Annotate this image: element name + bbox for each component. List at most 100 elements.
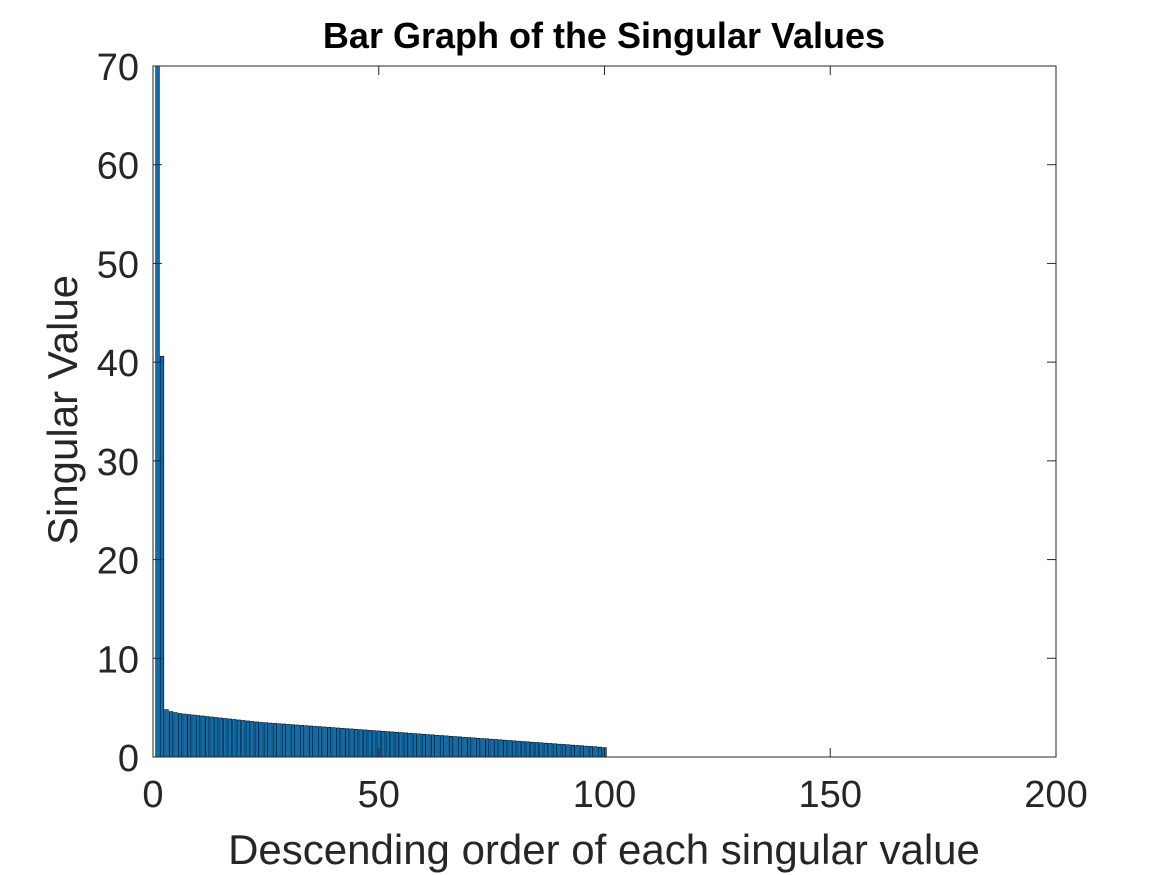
bar (241, 720, 246, 758)
bar (168, 711, 174, 758)
bar (372, 730, 377, 758)
bar (489, 738, 494, 758)
bar (516, 740, 521, 758)
axes-box (152, 65, 1057, 758)
bar (281, 723, 287, 758)
bar (205, 716, 210, 758)
bar (313, 726, 318, 758)
bar (245, 720, 250, 758)
bar (570, 744, 576, 758)
bar (412, 733, 417, 758)
bar (525, 741, 530, 758)
ticks-group: 0 50 100 150 200 0 10 20 30 40 50 60 70 (97, 47, 1088, 816)
bar (308, 725, 314, 758)
x-tick-label: 200 (1024, 774, 1087, 816)
bar (232, 719, 237, 758)
bar (155, 65, 160, 758)
bar (575, 745, 580, 758)
bar (272, 723, 278, 758)
bar (358, 729, 363, 758)
bar (254, 721, 259, 758)
bar (200, 715, 205, 758)
bar (444, 735, 449, 758)
bar (584, 745, 589, 758)
chart-title: Bar Graph of the Singular Values (323, 15, 885, 56)
bar (196, 715, 201, 758)
bar (259, 722, 264, 758)
bar (417, 733, 422, 758)
bar (218, 717, 223, 758)
y-tick-label: 10 (97, 639, 139, 681)
bar (191, 714, 196, 758)
bar (548, 743, 553, 758)
bar (363, 729, 368, 758)
bar (480, 738, 485, 758)
bar (439, 735, 445, 758)
bar (164, 709, 169, 758)
bar (331, 727, 336, 758)
bar (381, 731, 386, 758)
bar (579, 745, 585, 758)
bar (390, 731, 395, 758)
bar (322, 726, 327, 758)
bar (507, 740, 512, 758)
bar (159, 355, 165, 758)
bar (597, 746, 603, 758)
bar (485, 738, 490, 758)
bar (394, 732, 399, 758)
bar (340, 728, 345, 758)
x-tick-label: 150 (799, 774, 862, 816)
bar (521, 741, 526, 758)
x-tick-label: 100 (573, 774, 636, 816)
bar (277, 723, 282, 758)
bar (466, 737, 472, 758)
bar (453, 736, 458, 758)
bar (448, 735, 454, 758)
bar (295, 724, 300, 758)
bar (426, 734, 431, 758)
bar (268, 722, 273, 758)
bar (512, 740, 517, 758)
bar (494, 739, 499, 758)
bar (593, 746, 598, 758)
bar (530, 741, 535, 758)
x-axis-label: Descending order of each singular value (228, 826, 980, 873)
bar (367, 730, 372, 758)
bar (182, 713, 187, 758)
x-tick-label: 50 (358, 774, 400, 816)
bar (250, 721, 255, 758)
y-tick-label: 30 (97, 442, 139, 484)
bar (236, 719, 241, 758)
bar (354, 729, 359, 758)
y-tick-label: 50 (97, 244, 139, 286)
bar (209, 716, 214, 758)
bar (304, 725, 309, 758)
bar (566, 744, 571, 758)
y-tick-label: 40 (97, 343, 139, 385)
bar (187, 714, 192, 758)
bar (557, 743, 562, 758)
y-tick-label: 20 (97, 541, 139, 583)
y-tick-label: 0 (118, 738, 139, 780)
bar (317, 726, 323, 758)
bar (561, 744, 566, 758)
bar (286, 724, 291, 758)
bar (403, 732, 408, 758)
bar (385, 731, 390, 758)
bar (435, 734, 440, 758)
bar (503, 739, 508, 758)
bar (430, 734, 436, 758)
bar (588, 746, 594, 758)
bar (223, 718, 228, 758)
bar (345, 728, 350, 758)
bar (475, 737, 481, 758)
bar (534, 742, 539, 758)
bar (457, 736, 463, 758)
bar (214, 717, 219, 758)
axes-group (152, 65, 1057, 758)
bar (543, 742, 548, 758)
bar (336, 727, 341, 758)
bar (263, 722, 268, 758)
y-tick-label: 60 (97, 146, 139, 188)
